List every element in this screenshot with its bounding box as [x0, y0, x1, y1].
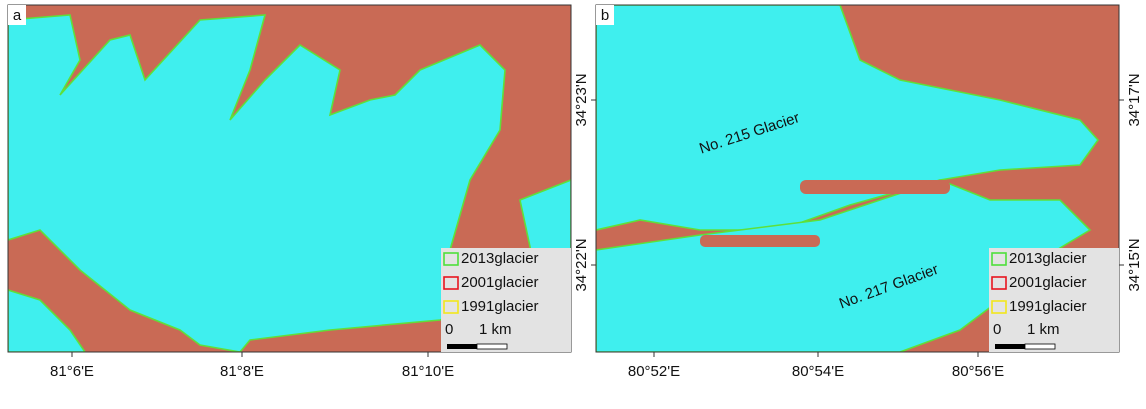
- scale-start: 0: [993, 321, 1001, 338]
- panel-label: a: [13, 7, 22, 24]
- scale-bar: [477, 344, 507, 349]
- legend-label: 2013glacier: [461, 250, 539, 267]
- scale-bar: [995, 344, 1025, 349]
- scale-end: 1 km: [479, 321, 512, 338]
- legend-label: 2001glacier: [1009, 274, 1087, 291]
- legend-label: 1991glacier: [461, 298, 539, 315]
- y-label-right: 34°15'N: [1126, 238, 1143, 291]
- scale-end: 1 km: [1027, 321, 1060, 338]
- x-label: 80°52'E: [628, 363, 680, 380]
- legend-label: 2013glacier: [1009, 250, 1087, 267]
- x-label: 81°10'E: [402, 363, 454, 380]
- x-label: 81°8'E: [220, 363, 264, 380]
- y-label-left: 34°23'N: [573, 73, 590, 126]
- legend-label: 2001glacier: [461, 274, 539, 291]
- panel-label: b: [601, 7, 609, 24]
- x-label: 81°6'E: [50, 363, 94, 380]
- scale-bar: [447, 344, 477, 349]
- nunatak: [700, 235, 820, 247]
- x-label: 80°56'E: [952, 363, 1004, 380]
- figure: a 81°6'E 81°8'E 81°10'E 2013glacier 2001glaci…: [0, 0, 1146, 409]
- scale-start: 0: [445, 321, 453, 338]
- legend-label: 1991glacier: [1009, 298, 1087, 315]
- x-label: 80°54'E: [792, 363, 844, 380]
- nunatak: [800, 180, 950, 194]
- y-label-left: 34°22'N: [573, 238, 590, 291]
- y-label-right: 34°17'N: [1126, 73, 1143, 126]
- scale-bar: [1025, 344, 1055, 349]
